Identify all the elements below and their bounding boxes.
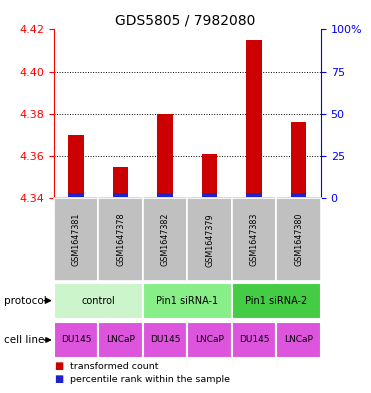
Bar	[276, 322, 321, 358]
Text: DU145: DU145	[150, 336, 180, 344]
Text: GSM1647383: GSM1647383	[250, 213, 259, 266]
Bar	[143, 198, 187, 281]
Bar	[202, 154, 217, 198]
Text: ■: ■	[54, 362, 63, 371]
Text: control: control	[82, 296, 115, 306]
Bar	[157, 114, 173, 198]
Text: LNCaP: LNCaP	[284, 336, 313, 344]
Bar	[143, 283, 232, 319]
Text: LNCaP: LNCaP	[106, 336, 135, 344]
Text: cell line: cell line	[4, 335, 44, 345]
Text: percentile rank within the sample: percentile rank within the sample	[70, 375, 230, 384]
Text: GSM1647381: GSM1647381	[72, 213, 81, 266]
Text: DU145: DU145	[239, 336, 269, 344]
Bar	[187, 322, 232, 358]
Bar	[232, 322, 276, 358]
Bar	[54, 283, 143, 319]
Bar	[143, 322, 187, 358]
Text: DU145: DU145	[61, 336, 91, 344]
Bar	[276, 198, 321, 281]
Bar	[98, 322, 143, 358]
Text: protocol: protocol	[4, 296, 46, 306]
Bar	[291, 122, 306, 198]
Text: GDS5805 / 7982080: GDS5805 / 7982080	[115, 14, 256, 28]
Text: transformed count: transformed count	[70, 362, 159, 371]
Bar	[68, 135, 84, 198]
Text: ■: ■	[54, 375, 63, 384]
Bar	[187, 198, 232, 281]
Bar	[98, 198, 143, 281]
Bar	[202, 193, 217, 198]
Bar	[246, 193, 262, 198]
Bar	[68, 193, 84, 198]
Bar	[232, 283, 321, 319]
Bar	[157, 193, 173, 198]
Text: GSM1647378: GSM1647378	[116, 213, 125, 266]
Text: GSM1647382: GSM1647382	[161, 213, 170, 266]
Text: Pin1 siRNA-2: Pin1 siRNA-2	[245, 296, 308, 306]
Text: GSM1647380: GSM1647380	[294, 213, 303, 266]
Text: LNCaP: LNCaP	[195, 336, 224, 344]
Bar	[113, 193, 128, 198]
Bar	[113, 167, 128, 198]
Bar	[232, 198, 276, 281]
Text: GSM1647379: GSM1647379	[205, 213, 214, 266]
Bar	[246, 40, 262, 198]
Bar	[54, 198, 98, 281]
Bar	[54, 322, 98, 358]
Text: Pin1 siRNA-1: Pin1 siRNA-1	[156, 296, 219, 306]
Bar	[291, 193, 306, 198]
